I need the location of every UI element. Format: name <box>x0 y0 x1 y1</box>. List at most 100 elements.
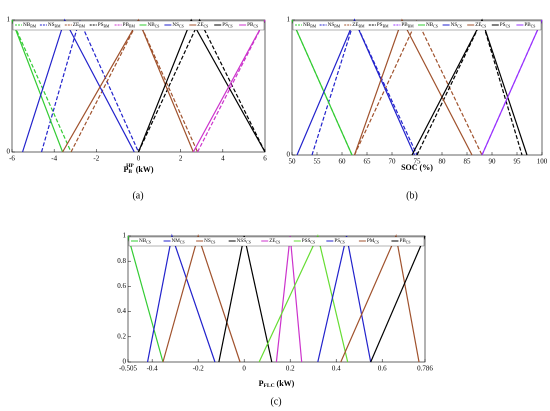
x-tick-label: 0.6 <box>378 365 387 373</box>
x-tick-label: 60 <box>339 158 347 166</box>
x-tick-label: 50 <box>289 158 297 166</box>
x-tick-label: 0.4 <box>332 365 341 373</box>
panel-label: (a) <box>132 190 143 201</box>
plot-frame <box>127 235 426 363</box>
legend-label: NBBM <box>23 22 37 28</box>
x-tick-label: 0.786 <box>417 365 433 373</box>
legend-name: PB <box>247 22 254 28</box>
legend-name: NB <box>148 22 156 28</box>
membership-line <box>11 19 72 153</box>
legend-label: ZECS <box>475 22 486 28</box>
legend-sub: CS <box>457 24 462 28</box>
x-axis-label-text: SOC (%) <box>401 163 433 172</box>
x-tick-label: 55 <box>314 158 322 166</box>
legend-label: PSCS <box>500 22 510 28</box>
membership-line <box>40 18 140 153</box>
legend-label: NBBM <box>303 22 317 28</box>
legend-sub: CS <box>246 240 251 244</box>
x-tick-label: -6 <box>9 155 15 163</box>
legend-sub: BM <box>408 24 415 28</box>
legend-label: PMCS <box>367 238 379 244</box>
legend-name: ZE <box>269 238 275 244</box>
legend-sub: CS <box>228 24 233 28</box>
legend-sub: CS <box>433 24 438 28</box>
legend-sub: CS <box>482 24 487 28</box>
y-tick-label: 0 <box>287 151 291 159</box>
x-tick-label: -0.2 <box>193 365 205 373</box>
membership-line <box>416 18 523 156</box>
x-axis-label-unit: (kW) <box>136 165 154 174</box>
legend-name: NB <box>426 22 434 28</box>
panel-label: (c) <box>270 396 281 407</box>
x-tick-label: 75 <box>414 158 422 166</box>
legend-name: NS <box>328 22 335 28</box>
x-tick-label: 95 <box>514 158 522 166</box>
legend-name: NS <box>172 22 179 28</box>
legend-name: NB <box>303 22 311 28</box>
x-tick-label: -2 <box>93 155 99 163</box>
membership-line <box>146 233 216 363</box>
legend-name: NB <box>139 238 147 244</box>
membership-line <box>317 235 372 363</box>
legend-name: ZE <box>197 22 203 28</box>
legend-name: PS <box>377 22 383 28</box>
legend-label: PBBM <box>401 22 414 28</box>
legend-label: PSBM <box>98 22 110 28</box>
membership-line <box>370 235 426 363</box>
y-tick-label: 0.6 <box>117 282 126 290</box>
legend-label: NMCS <box>172 238 185 244</box>
membership-line <box>192 19 266 153</box>
y-tick-label: 0 <box>7 148 11 156</box>
legend-name: PM <box>367 238 375 244</box>
legend-label: NBCS <box>148 22 160 28</box>
membership-line <box>62 18 194 153</box>
x-axis-label-sub: B <box>128 169 132 175</box>
legend-sub: CS <box>180 240 185 244</box>
membership-line <box>258 234 349 363</box>
legend-label: PSCS <box>334 238 344 244</box>
legend-sub: BM <box>129 24 136 28</box>
legend-name: NS <box>204 238 211 244</box>
legend-label: PSSCS <box>302 238 315 244</box>
legend-label: NSBM <box>48 22 61 28</box>
legend-name: PS <box>334 238 340 244</box>
legend-sub: BM <box>103 24 110 28</box>
legend-sub: CS <box>531 24 536 28</box>
x-tick-label: 90 <box>489 158 497 166</box>
legend-name: PB <box>123 22 130 28</box>
x-axis-label-sub: FLC <box>264 383 275 389</box>
legend-label: PBCS <box>524 22 535 28</box>
legend-label: PBBM <box>123 22 136 28</box>
legend-label: PBCS <box>247 22 258 28</box>
legend-sub: BM <box>310 24 317 28</box>
x-tick-label: 4 <box>221 155 225 163</box>
membership-line <box>127 235 164 363</box>
x-tick-label: 65 <box>364 158 372 166</box>
membership-line <box>275 235 303 363</box>
membership-line <box>137 18 266 153</box>
legend-sub: CS <box>204 24 209 28</box>
x-tick-label: -4 <box>51 155 57 163</box>
plot-frame <box>11 19 266 153</box>
x-axis-label-sup: HP <box>126 163 134 169</box>
y-tick-label: 1 <box>123 232 127 240</box>
x-axis-label: PBHP (kW) <box>124 163 154 175</box>
legend-sub: BM <box>383 24 390 28</box>
legend-box <box>292 20 542 31</box>
membership-line <box>70 18 199 153</box>
membership-line <box>291 19 353 156</box>
x-tick-label: 6 <box>263 155 267 163</box>
x-tick-label: 100 <box>537 158 548 166</box>
legend-name: NS <box>451 22 458 28</box>
legend-label: NSCS <box>204 238 215 244</box>
legend-label: PSCS <box>222 22 232 28</box>
legend-sub: CS <box>253 24 258 28</box>
legend-label: NSCS <box>172 22 183 28</box>
x-tick-label: 0.2 <box>286 365 295 373</box>
y-tick-label: 1 <box>7 16 11 24</box>
membership-line <box>311 18 418 156</box>
legend-label: ZEBM <box>352 22 365 28</box>
legend-label: PBCS <box>399 238 410 244</box>
y-tick-label: 0 <box>123 358 127 366</box>
